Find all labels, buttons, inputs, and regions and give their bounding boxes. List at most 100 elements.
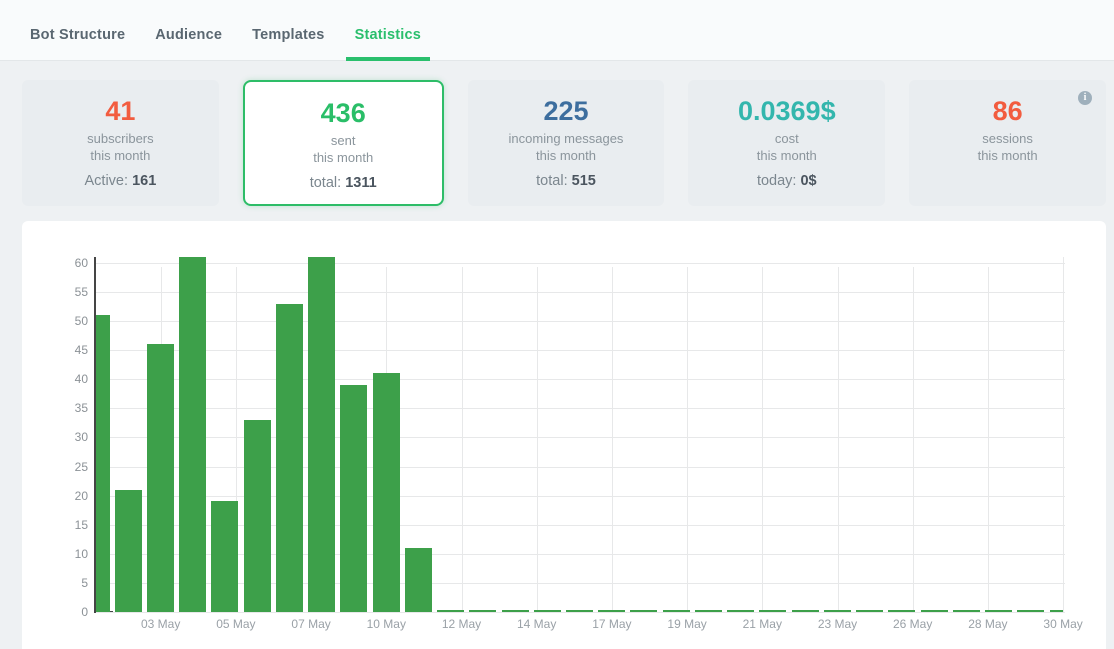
zero-bar[interactable] [1017,610,1044,612]
stat-label-line1: cost [757,131,817,148]
stat-value: 225 [543,97,588,127]
y-tick-label: 5 [48,577,88,589]
stat-footer-prefix: Active: [85,173,133,189]
zero-bar[interactable] [824,610,851,612]
stat-value: 41 [105,97,135,127]
tab-bot-structure[interactable]: Bot Structure [30,10,125,61]
tab-audience[interactable]: Audience [155,10,222,61]
stat-footer: total: 515 [536,173,596,189]
y-tick-label: 20 [48,490,88,502]
zero-bar[interactable] [469,610,496,612]
y-tick-label: 25 [48,461,88,473]
y-tick-label: 0 [48,606,88,618]
stat-label: cost this month [757,131,817,165]
stat-card-sessions[interactable]: i 86 sessions this month [909,80,1106,206]
zero-bar[interactable] [598,610,625,612]
x-tick-label: 28 May [953,618,1023,630]
y-tick-label: 60 [48,257,88,269]
stat-value: 86 [993,97,1023,127]
bar[interactable] [147,344,174,612]
stat-label: incoming messages this month [509,131,624,165]
stat-footer-value: 161 [132,173,156,189]
tab-label: Statistics [355,27,421,43]
y-tick-label: 55 [48,286,88,298]
zero-bar[interactable] [502,610,529,612]
bar[interactable] [96,315,110,612]
zero-bar[interactable] [856,610,883,612]
zero-bar[interactable] [921,610,948,612]
x-tick-label: 03 May [126,618,196,630]
stat-footer-value: 1311 [345,175,376,191]
stat-value: 436 [321,99,366,129]
stat-card-subscribers[interactable]: 41 subscribers this month Active: 161 [22,80,219,206]
stat-card-cost[interactable]: 0.0369$ cost this month today: 0$ [688,80,885,206]
y-tick-label: 10 [48,548,88,560]
stat-value: 0.0369$ [738,97,836,127]
x-tick-label: 26 May [878,618,948,630]
tab-templates[interactable]: Templates [252,10,324,61]
zero-bar[interactable] [888,610,915,612]
bar[interactable] [405,548,432,612]
bar[interactable] [373,373,400,612]
y-tick-label: 30 [48,431,88,443]
stat-label: sent this month [313,133,373,167]
bar[interactable] [115,490,142,612]
stat-card-sent[interactable]: 436 sent this month total: 1311 [243,80,444,206]
y-tick-label: 35 [48,402,88,414]
bar[interactable] [179,257,206,612]
stat-footer-value: 515 [572,173,596,189]
h-gridline [96,612,1065,613]
x-tick-label: 17 May [577,618,647,630]
zero-bar[interactable] [727,610,754,612]
info-icon[interactable]: i [1078,91,1092,105]
stat-footer: today: 0$ [757,173,817,189]
zero-bar[interactable] [566,610,593,612]
zero-bar[interactable] [534,610,561,612]
stat-label-line1: subscribers [87,131,153,148]
stat-label-line2: this month [509,148,624,165]
bar[interactable] [244,420,271,612]
x-tick-label: 05 May [201,618,271,630]
stat-footer-value: 0$ [800,173,816,189]
x-tick-label: 30 May [1028,618,1098,630]
x-tick-label: 07 May [276,618,346,630]
stat-label: sessions this month [978,131,1038,165]
zero-bar[interactable] [695,610,722,612]
stat-cards-row: 41 subscribers this month Active: 161 43… [22,80,1106,206]
y-tick-label: 15 [48,519,88,531]
chart-panel: 0 5 10 15 20 25 30 35 40 45 50 55 60 03 May 05 May 07 M… [22,221,1106,649]
y-tick-label: 45 [48,344,88,356]
x-tick-label: 12 May [427,618,497,630]
zero-bar[interactable] [985,610,1012,612]
x-tick-label: 21 May [727,618,797,630]
bar[interactable] [276,304,303,612]
x-tick-label: 23 May [803,618,873,630]
bar-chart: 0 5 10 15 20 25 30 35 40 45 50 55 60 03 May 05 May 07 M… [22,221,1106,649]
tab-statistics[interactable]: Statistics [355,10,421,61]
zero-bar[interactable] [759,610,786,612]
zero-bar[interactable] [630,610,657,612]
v-gridline [1063,257,1064,612]
x-tick-label: 19 May [652,618,722,630]
tab-label: Bot Structure [30,27,125,43]
stat-label-line1: sessions [978,131,1038,148]
bar[interactable] [308,257,335,612]
zero-bar[interactable] [1050,610,1064,612]
zero-bar[interactable] [437,610,464,612]
bar[interactable] [211,501,238,612]
y-tick-label: 50 [48,315,88,327]
stat-footer: Active: 161 [85,173,157,189]
tab-bar: Bot Structure Audience Templates Statist… [0,0,1114,61]
stat-label: subscribers this month [87,131,153,165]
tab-label: Audience [155,27,222,43]
tab-label: Templates [252,27,324,43]
stat-footer-prefix: total: [536,173,571,189]
stat-card-incoming-messages[interactable]: 225 incoming messages this month total: … [468,80,665,206]
bar[interactable] [340,385,367,612]
y-tick-label: 40 [48,373,88,385]
plot-area [96,257,1063,612]
zero-bar[interactable] [953,610,980,612]
stat-label-line2: this month [978,148,1038,165]
zero-bar[interactable] [663,610,690,612]
zero-bar[interactable] [792,610,819,612]
